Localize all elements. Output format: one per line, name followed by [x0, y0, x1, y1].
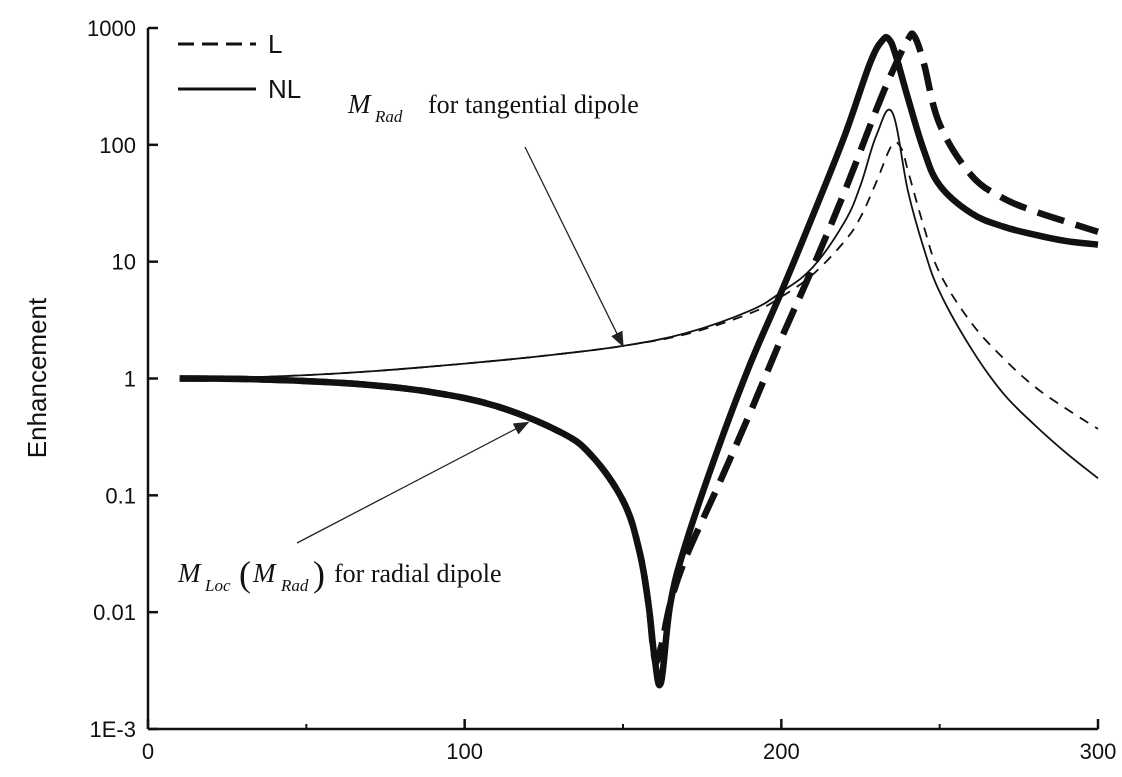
y-tick-label: 0.01: [93, 600, 136, 625]
x-tick-label: 200: [763, 739, 800, 764]
legend-entry-NL: NL: [178, 74, 301, 104]
annotation-radial-symbol: M: [177, 558, 202, 588]
annotation-radial-subscript: Loc: [204, 576, 231, 595]
annotation-tangential-arrow: [524, 146, 624, 348]
annotation-radial-open-paren: (: [239, 554, 251, 594]
annotation-tangential-text: for tangential dipole: [428, 90, 639, 119]
series-tangential-l-line: [179, 141, 1099, 430]
y-tick-label: 1: [124, 367, 136, 392]
series-layer: [179, 30, 1099, 689]
annotation-tangential-symbol: M: [347, 89, 372, 119]
annotation-radial: M Loc ( M Rad ) for radial dipole: [177, 421, 530, 595]
x-tick-label: 0: [142, 739, 154, 764]
annotation-radial-close-paren: ): [313, 554, 325, 594]
series-radial-l-line: [179, 30, 1099, 665]
legend-label-NL: NL: [268, 74, 301, 104]
x-tick-label: 300: [1080, 739, 1117, 764]
annotation-tangential: M Rad for tangential dipole: [347, 89, 639, 348]
legend: L NL: [178, 29, 301, 104]
annotation-tangential-subscript: Rad: [374, 107, 403, 126]
annotation-radial-arrow: [296, 421, 530, 544]
y-tick-label: 100: [99, 133, 136, 158]
y-ticks: 1E-3 0.01 0.1 1 10 100 1000: [87, 16, 158, 742]
legend-entry-L: L: [178, 29, 282, 59]
series-radial-nl-line: [179, 33, 1099, 689]
y-tick-label: 1000: [87, 16, 136, 41]
y-tick-label: 10: [112, 250, 136, 275]
x-tick-label: 100: [446, 739, 483, 764]
annotation-radial-text: for radial dipole: [334, 559, 502, 588]
y-axis-title: Enhancement: [22, 297, 52, 458]
annotation-radial-paren-subscript: Rad: [280, 576, 309, 595]
annotation-radial-paren-symbol: M: [252, 558, 277, 588]
y-tick-label: 0.1: [105, 483, 136, 508]
series-tangential-nl-line: [179, 108, 1099, 480]
legend-label-L: L: [268, 29, 282, 59]
y-tick-label: 1E-3: [90, 717, 136, 742]
x-ticks: 0 100 200 300: [142, 719, 1116, 764]
